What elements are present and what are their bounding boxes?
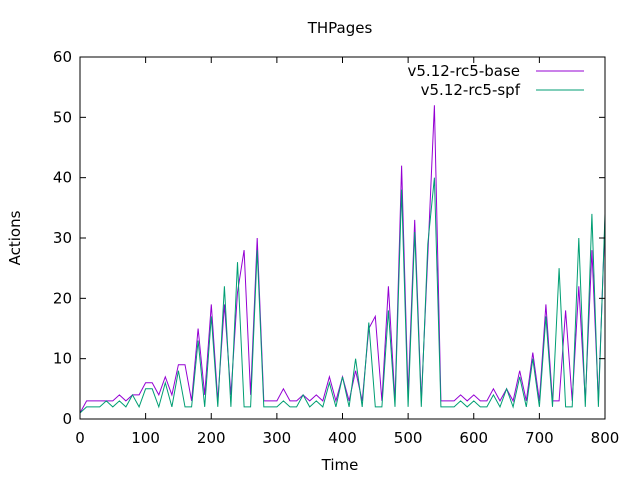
x-axis-label: Time [321, 456, 359, 474]
plot-frame [79, 56, 606, 420]
x-tick-label: 300 [263, 429, 292, 447]
x-ticks: 0 100 200 300 400 500 600 700 800 [75, 57, 619, 447]
y-tick-label: 30 [53, 229, 72, 247]
y-ticks: 0 10 20 30 40 50 60 [53, 48, 605, 428]
x-tick-label: 100 [131, 429, 160, 447]
y-tick-label: 60 [53, 48, 72, 66]
legend-label-2: v5.12-rc5-spf [421, 81, 521, 99]
series-line-2 [79, 177, 606, 414]
x-tick-label: 400 [328, 429, 357, 447]
y-tick-label: 50 [53, 108, 72, 126]
legend-label-1: v5.12-rc5-base [408, 62, 521, 80]
x-tick-label: 200 [197, 429, 226, 447]
x-tick-label: 800 [591, 429, 620, 447]
x-tick-label: 500 [394, 429, 423, 447]
series-line-1 [79, 105, 606, 414]
y-tick-label: 0 [62, 410, 72, 428]
series-layer [79, 105, 606, 414]
y-axis-label: Actions [6, 210, 24, 265]
y-tick-label: 40 [53, 169, 72, 187]
y-tick-label: 20 [53, 289, 72, 307]
chart-title: THPages [307, 19, 373, 37]
x-tick-label: 600 [459, 429, 488, 447]
x-tick-label: 0 [75, 429, 85, 447]
x-tick-label: 700 [525, 429, 554, 447]
y-tick-label: 10 [53, 350, 72, 368]
